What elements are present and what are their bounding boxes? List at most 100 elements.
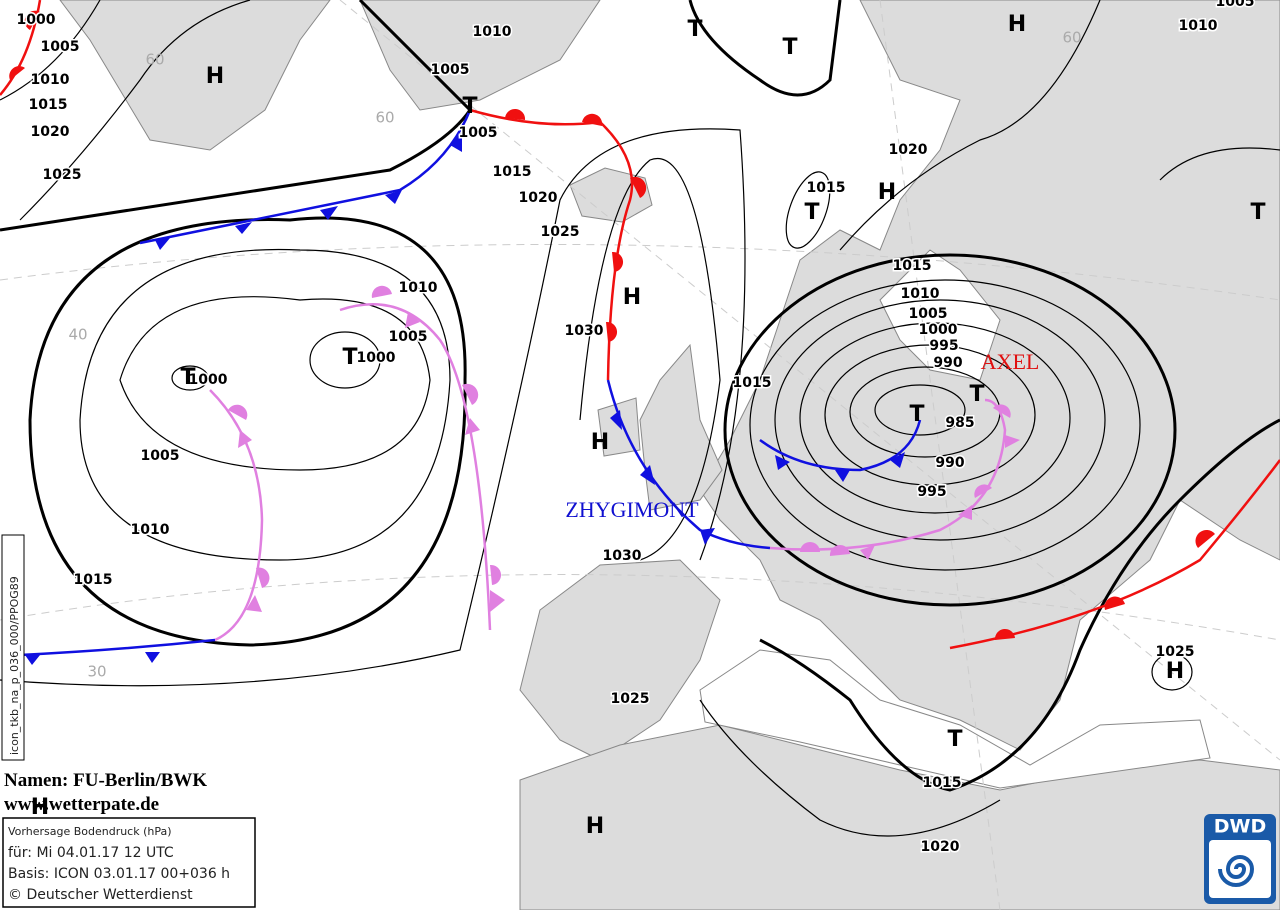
info-valid: für: Mi 04.01.17 12 UTC: [8, 845, 174, 861]
logo-swirl: [1218, 855, 1255, 887]
isobar-label: 1020: [519, 190, 558, 206]
pressure-center: H: [206, 64, 224, 89]
isobar-label: 1000: [189, 372, 228, 388]
isobar-label: 1015: [893, 258, 932, 274]
isobar-label: 1010: [901, 286, 940, 302]
land: [59, 0, 1280, 910]
pressure-center: T: [909, 402, 924, 427]
cold-front: [139, 109, 472, 245]
isobar: [0, 128, 746, 687]
isobar: [119, 296, 431, 471]
isobar-label: 1015: [733, 375, 772, 391]
storm-name: ZHYGIMONT: [565, 497, 699, 522]
iberia: [519, 559, 721, 761]
isobar-label: 1015: [29, 97, 68, 113]
isobar-label: 1025: [611, 691, 650, 707]
info-copyright: © Deutscher Wetterdienst: [8, 887, 193, 903]
isobar-label: 1010: [31, 72, 70, 88]
isobar-bold: [0, 0, 472, 232]
pressure-center: H: [591, 430, 609, 455]
grid-label: 60: [145, 51, 164, 69]
isobar: [79, 248, 451, 561]
isobars: [0, 0, 1280, 837]
occluded-front: [339, 303, 492, 631]
graticule-line: [0, 574, 1280, 641]
pressure-center: T: [180, 365, 195, 390]
cold-front: [606, 379, 771, 550]
logo-text: DWD: [1214, 816, 1267, 838]
grid-label: 40: [68, 326, 87, 344]
info-box: [2, 817, 256, 908]
run-id: icon_tkb_na_p_036_000/PPOG89: [8, 576, 21, 755]
isobar: [785, 171, 831, 249]
isobar: [774, 299, 1106, 541]
isobar: [1159, 147, 1280, 181]
isobar-bold: [759, 418, 1280, 792]
isobar-label: 1010: [473, 24, 512, 40]
pressure-center: T: [782, 35, 797, 60]
isobar-label: 990: [935, 455, 964, 471]
isobar-label: 995: [917, 484, 946, 500]
isobar-label: 995: [929, 338, 958, 354]
isobar-label: 1015: [493, 164, 532, 180]
isobar-label: 1005: [459, 125, 498, 141]
isobar: [19, 0, 251, 221]
isobar-label: 1020: [889, 142, 928, 158]
isobar-label: 1020: [921, 839, 960, 855]
storm-name: AXEL: [981, 349, 1040, 374]
warm-front: [469, 108, 634, 381]
isobar-label: 1010: [399, 280, 438, 296]
pressure-center: H: [31, 795, 49, 820]
isobar-label: 1030: [603, 548, 642, 564]
greenland-east: [359, 0, 601, 111]
credit-names: Namen: FU-Berlin/BWK: [4, 770, 207, 791]
fronts: [0, 0, 1280, 665]
grid-label: 30: [87, 663, 106, 681]
run-id-box: [1, 534, 25, 761]
grid-label: 60: [1062, 29, 1081, 47]
grid-label: 60: [375, 109, 394, 127]
credit-website: www.wetterpate.de: [4, 794, 159, 815]
isobar: [839, 0, 1101, 251]
pressure-center: T: [804, 200, 819, 225]
isobar-label: 1025: [43, 167, 82, 183]
isobar: [874, 384, 966, 436]
isobar: [699, 699, 1001, 837]
isobar-label: 1015: [923, 775, 962, 791]
info-base: Basis: ICON 03.01.17 00+036 h: [8, 866, 230, 882]
isobar-label: 1010: [131, 522, 170, 538]
isobar: [799, 322, 1071, 514]
great-britain: [639, 343, 723, 511]
pressure-center: H: [623, 285, 641, 310]
isobar-label: 1005: [389, 329, 428, 345]
isobar-label: 1000: [919, 322, 958, 338]
graticule-line: [339, 0, 1280, 761]
pressure-center: T: [342, 345, 357, 370]
isobar-label: 990: [933, 355, 962, 371]
isobar-label: 1015: [74, 572, 113, 588]
isobar: [824, 344, 1036, 486]
isobar: [309, 331, 381, 389]
front-symbols: [9, 10, 1215, 665]
isobar-label: 1015: [807, 180, 846, 196]
logo-inner: [1209, 840, 1271, 898]
isobar: [749, 279, 1141, 571]
cold-front: [19, 638, 216, 657]
isobar-label: 1005: [1216, 0, 1255, 10]
pressure-center: H: [1008, 12, 1026, 37]
pressure-center: H: [1166, 659, 1184, 684]
isobar-label: 1025: [1156, 644, 1195, 660]
greenland: [59, 0, 331, 151]
pressure-center: T: [969, 382, 984, 407]
pressure-center: T: [1250, 200, 1265, 225]
cold-front: [759, 419, 922, 472]
isobar-label: 1030: [565, 323, 604, 339]
pressure-center: H: [586, 814, 604, 839]
labels: 1000100510101015102010251010100510051015…: [15, 0, 1265, 857]
isobar: [171, 365, 209, 391]
isobar: [0, 0, 101, 101]
occluded-front: [209, 389, 264, 642]
isobar-bold: [723, 253, 1177, 607]
pressure-center: T: [687, 17, 702, 42]
isobar-label: 1005: [909, 306, 948, 322]
